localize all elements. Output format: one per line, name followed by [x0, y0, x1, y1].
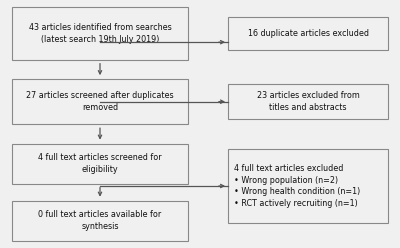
- FancyBboxPatch shape: [228, 149, 388, 223]
- FancyBboxPatch shape: [228, 17, 388, 50]
- Text: 4 full text articles excluded
• Wrong population (n=2)
• Wrong health condition : 4 full text articles excluded • Wrong po…: [234, 164, 360, 208]
- Text: 0 full text articles available for
synthesis: 0 full text articles available for synth…: [38, 210, 162, 231]
- FancyBboxPatch shape: [228, 84, 388, 119]
- Text: 16 duplicate articles excluded: 16 duplicate articles excluded: [248, 29, 368, 38]
- FancyBboxPatch shape: [12, 79, 188, 124]
- FancyBboxPatch shape: [12, 144, 188, 184]
- Text: 23 articles excluded from
titles and abstracts: 23 articles excluded from titles and abs…: [256, 91, 360, 112]
- Text: 27 articles screened after duplicates
removed: 27 articles screened after duplicates re…: [26, 91, 174, 112]
- Text: 43 articles identified from searches
(latest search 19th July 2019): 43 articles identified from searches (la…: [29, 23, 171, 44]
- Text: 4 full text articles screened for
eligibility: 4 full text articles screened for eligib…: [38, 153, 162, 174]
- FancyBboxPatch shape: [12, 201, 188, 241]
- FancyBboxPatch shape: [12, 7, 188, 60]
